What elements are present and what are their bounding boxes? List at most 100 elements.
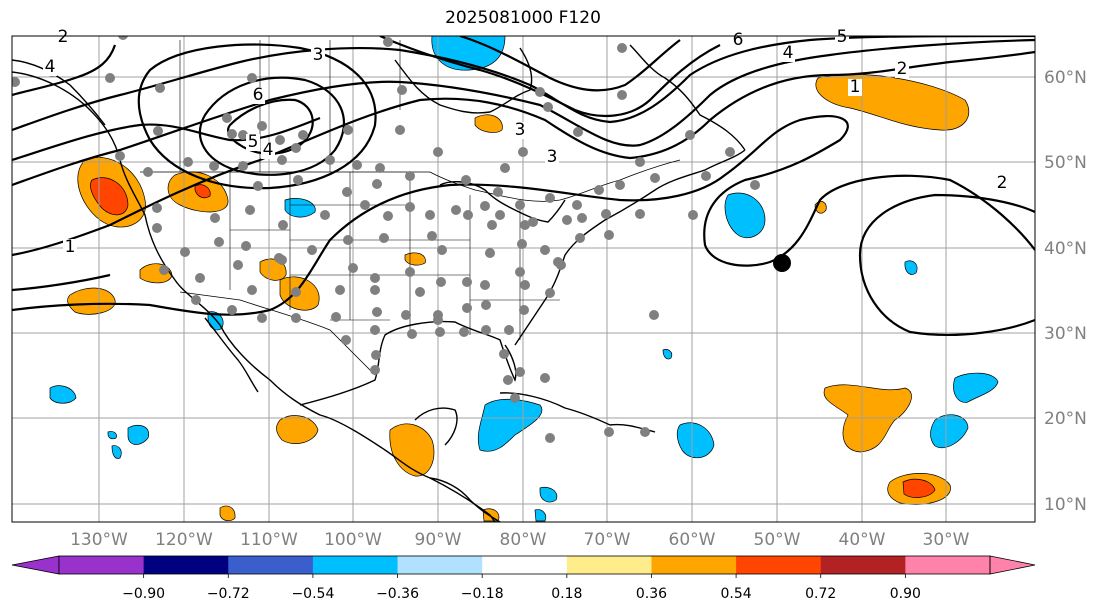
anomaly-area-strong <box>90 177 129 216</box>
station-dot <box>370 365 380 375</box>
contour-label-bg <box>545 149 559 166</box>
station-dot <box>405 267 415 277</box>
contour-line <box>12 116 321 162</box>
station-dot <box>238 161 248 171</box>
anomaly-area-positive <box>404 252 426 266</box>
anomaly-area-negative <box>534 509 547 522</box>
station-dot <box>370 325 380 335</box>
longitude-label: 60°W <box>669 530 716 550</box>
station-dot <box>343 235 353 245</box>
anomaly-area-negative <box>662 349 673 360</box>
colorbar-tick-label: −0.54 <box>291 586 334 602</box>
station-dot <box>360 200 370 210</box>
station-dot <box>415 287 425 297</box>
station-dot <box>433 315 443 325</box>
alaska-coast <box>12 59 106 126</box>
contour-label-bg <box>63 239 77 256</box>
station-dot <box>238 130 248 140</box>
anomaly-area-negative <box>49 385 77 404</box>
station-dot <box>481 325 491 335</box>
coastline-hudson-bay <box>394 47 533 114</box>
colorbar-tick-label: 0.54 <box>721 586 752 602</box>
colorbar-tick-label: −0.90 <box>122 586 165 602</box>
colorbar-tick-label: 0.36 <box>636 586 667 602</box>
contour-line <box>12 36 1035 132</box>
station-dot <box>528 217 538 227</box>
station-dot <box>375 163 385 173</box>
station-dot <box>577 213 587 223</box>
anomaly-area-negative <box>930 414 969 449</box>
colorbar: −0.90 −0.72 −0.54 −0.36 −0.18 0.18 0.36 0.54 0.7… <box>11 555 1036 602</box>
colorbar-swatch <box>228 556 314 574</box>
station-dot <box>649 310 659 320</box>
station-dot <box>372 307 382 317</box>
contour-label-bg <box>895 61 909 78</box>
map-title: 2025081000 F120 <box>445 8 601 28</box>
contour-line <box>227 98 314 155</box>
contour-line <box>137 43 377 190</box>
station-dot <box>278 220 288 230</box>
station-dot <box>503 375 513 385</box>
contour-line <box>12 50 1035 257</box>
contour-label-bg <box>995 175 1009 192</box>
station-dot <box>247 73 257 83</box>
colorbar-tick-label: −0.72 <box>207 586 250 602</box>
coastline-north-america-west <box>12 71 496 522</box>
colorbar-swatch <box>482 556 568 574</box>
station-dot <box>510 393 520 403</box>
contour-lines <box>12 36 1035 337</box>
longitude-label: 130°W <box>70 530 128 550</box>
colorbar-swatch <box>651 556 737 574</box>
station-dot <box>520 220 530 230</box>
contour-label: 1 <box>850 77 861 97</box>
station-dot <box>405 202 415 212</box>
anomaly-area-negative <box>284 198 316 218</box>
station-dot <box>241 241 251 251</box>
station-dot <box>277 255 287 265</box>
station-dot <box>325 155 335 165</box>
contour-line <box>198 76 345 176</box>
station-dot <box>191 295 201 305</box>
station-dot <box>519 305 529 315</box>
station-dot <box>572 200 582 210</box>
anomaly-area-positive <box>389 423 435 477</box>
latitude-labels: 60°N 50°N 40°N 30°N 20°N 10°N <box>1044 68 1087 515</box>
contour-label-bg <box>251 87 265 104</box>
station-dot <box>180 247 190 257</box>
station-dot <box>343 125 353 135</box>
station-dot <box>640 427 650 437</box>
anomaly-area-strong <box>194 184 211 199</box>
contour-label-bg <box>781 45 795 62</box>
coastlines <box>12 40 746 522</box>
contour-label-bg <box>835 29 849 46</box>
anomaly-area-strong <box>902 478 936 498</box>
anomaly-area-positive <box>67 287 116 315</box>
station-dot <box>601 209 611 219</box>
station-dot <box>500 163 510 173</box>
station-dot <box>405 171 415 181</box>
station-dot <box>480 201 490 211</box>
station-dot <box>493 187 503 197</box>
colorbar-tick-label: −0.36 <box>376 586 419 602</box>
anomaly-area-negative <box>107 431 117 440</box>
station-dot <box>518 147 528 157</box>
station-dot <box>540 373 550 383</box>
station-dot <box>195 273 205 283</box>
station-dot <box>685 130 695 140</box>
contour-label: 5 <box>837 27 848 47</box>
colorbar-tick-label: 0.18 <box>551 586 582 602</box>
station-dot <box>495 210 505 220</box>
station-dot <box>395 125 405 135</box>
station-dot <box>515 267 525 277</box>
station-dot <box>291 287 301 297</box>
station-dot <box>371 350 381 360</box>
station-dot <box>487 220 497 230</box>
contour-label-bg <box>246 134 260 151</box>
station-dot <box>247 285 257 295</box>
latitude-label: 20°N <box>1044 409 1087 429</box>
station-dot <box>504 325 514 335</box>
longitude-label: 90°W <box>415 530 462 550</box>
longitude-label: 30°W <box>923 530 970 550</box>
station-dot <box>635 209 645 219</box>
